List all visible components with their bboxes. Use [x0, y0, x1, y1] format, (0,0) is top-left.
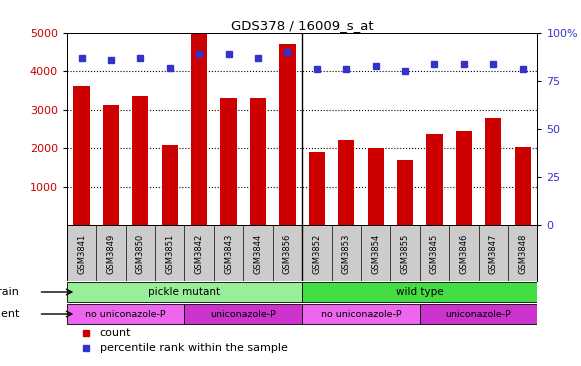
Text: GSM3855: GSM3855: [400, 234, 410, 274]
Bar: [420, 304, 537, 324]
Text: GSM3841: GSM3841: [77, 234, 86, 274]
Title: GDS378 / 16009_s_at: GDS378 / 16009_s_at: [231, 19, 374, 32]
Bar: [132, 96, 148, 225]
Text: strain: strain: [0, 287, 20, 297]
Bar: [302, 304, 420, 324]
Text: GSM3848: GSM3848: [518, 234, 527, 274]
Text: GSM3856: GSM3856: [283, 234, 292, 274]
Text: GSM3850: GSM3850: [136, 234, 145, 274]
Text: percentile rank within the sample: percentile rank within the sample: [100, 343, 288, 354]
Text: GSM3846: GSM3846: [460, 234, 468, 274]
Text: wild type: wild type: [396, 287, 443, 297]
Bar: [515, 147, 531, 225]
Bar: [250, 98, 266, 225]
Text: uniconazole-P: uniconazole-P: [446, 310, 511, 318]
Bar: [103, 105, 119, 225]
Text: GSM3854: GSM3854: [371, 234, 380, 274]
Text: GSM3847: GSM3847: [489, 234, 498, 274]
Bar: [456, 131, 472, 225]
Bar: [73, 86, 89, 225]
Text: GSM3851: GSM3851: [165, 234, 174, 274]
Text: GSM3849: GSM3849: [106, 234, 116, 274]
Text: GSM3842: GSM3842: [195, 234, 204, 274]
Bar: [368, 148, 383, 225]
Bar: [162, 145, 178, 225]
Text: GSM3843: GSM3843: [224, 234, 233, 274]
Text: pickle mutant: pickle mutant: [148, 287, 221, 297]
Text: count: count: [100, 328, 131, 337]
Text: GSM3845: GSM3845: [430, 234, 439, 274]
Bar: [397, 160, 413, 225]
Bar: [221, 98, 236, 225]
Text: uniconazole-P: uniconazole-P: [210, 310, 276, 318]
Bar: [426, 134, 443, 225]
Text: GSM3853: GSM3853: [342, 234, 351, 274]
Text: agent: agent: [0, 309, 20, 319]
Text: no uniconazole-P: no uniconazole-P: [321, 310, 401, 318]
Bar: [338, 141, 354, 225]
Text: GSM3852: GSM3852: [313, 234, 321, 274]
Bar: [302, 282, 537, 302]
Bar: [67, 304, 185, 324]
Text: GSM3844: GSM3844: [253, 234, 263, 274]
Bar: [485, 118, 501, 225]
Bar: [191, 34, 207, 225]
Text: no uniconazole-P: no uniconazole-P: [85, 310, 166, 318]
Bar: [279, 44, 296, 225]
Bar: [185, 304, 302, 324]
Bar: [67, 282, 302, 302]
Bar: [309, 152, 325, 225]
